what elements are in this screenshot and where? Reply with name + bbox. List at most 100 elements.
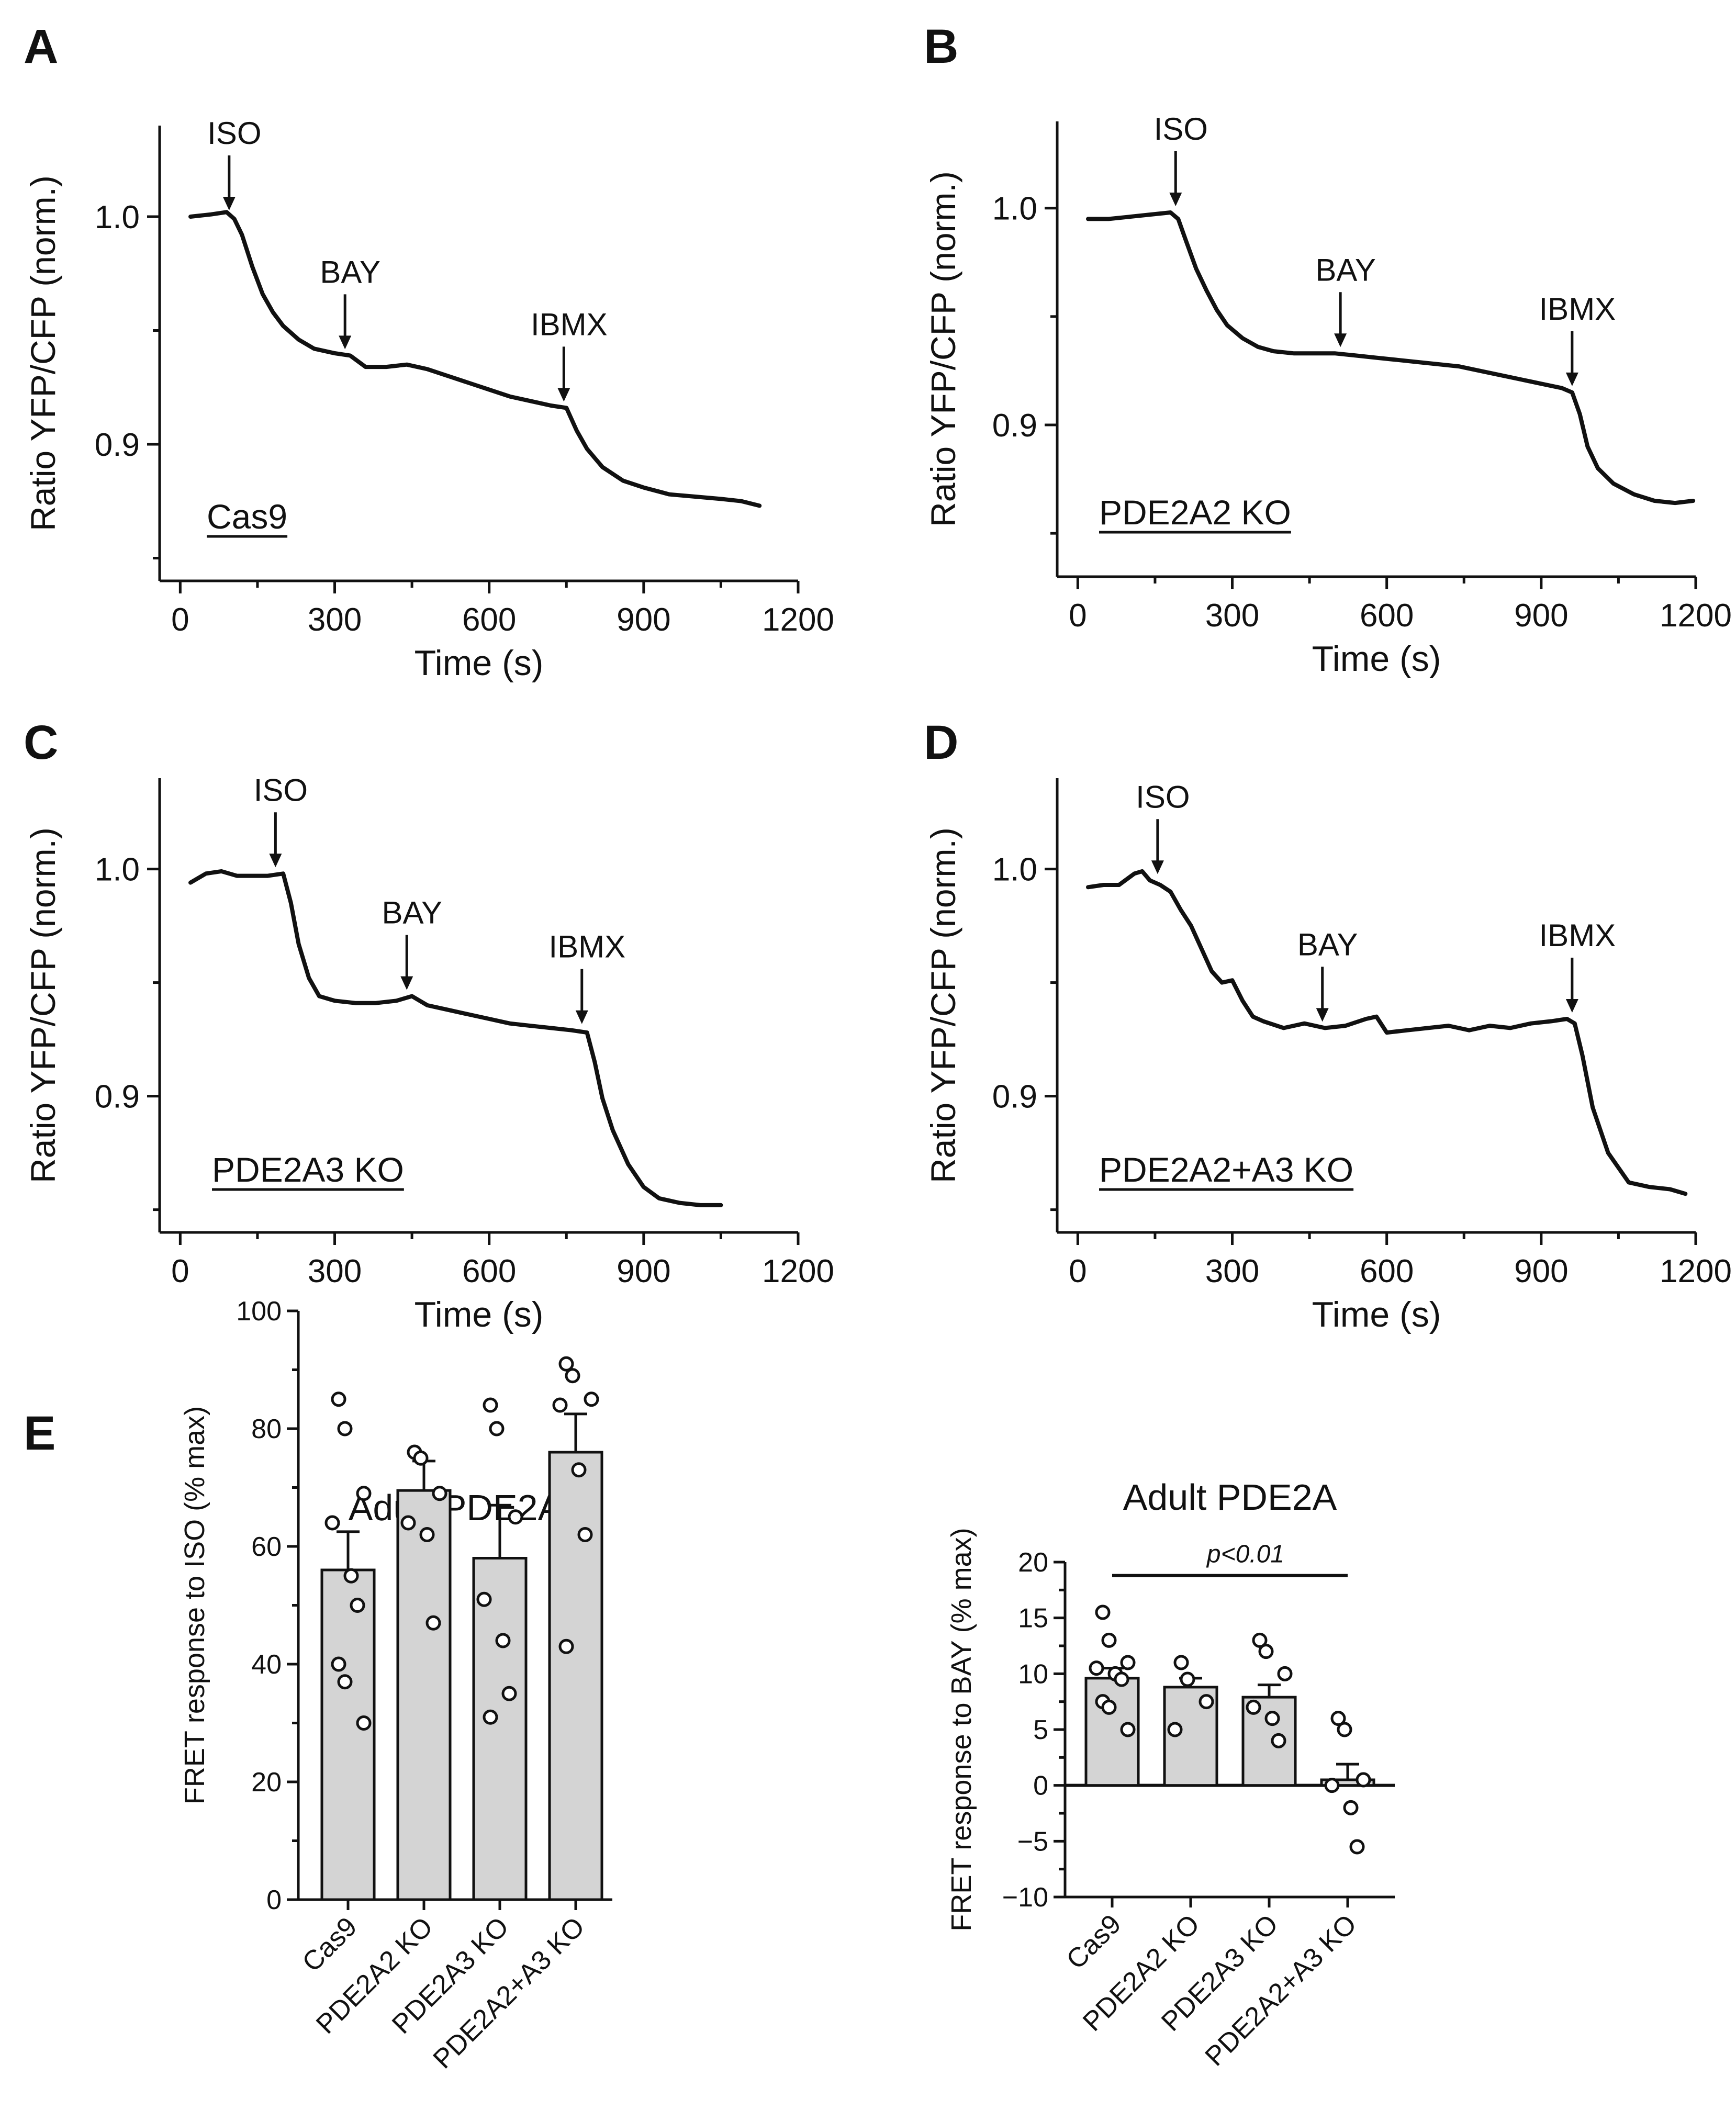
event-label: ISO [1136,779,1190,814]
event-label: BAY [1297,927,1358,962]
data-point [1246,1699,1261,1715]
trace-chart-b: 0 300 600 900 1200 0.9 1.0 Time (s) Ratio YFP/CF… [924,111,1732,679]
condition-label: PDE2A3 KO [212,1150,404,1189]
event-label: IBMX [1539,918,1616,953]
data-point [1120,1655,1136,1670]
x-tick-label: 900 [1514,1253,1568,1289]
data-point [432,1486,447,1501]
data-point [476,1591,492,1607]
x-tick-label: 600 [1360,1253,1414,1289]
event-label: ISO [207,116,261,151]
data-point [577,1527,593,1542]
data-point [1089,1660,1104,1676]
x-tick-label: 900 [617,602,670,638]
event-label: ISO [1154,111,1208,147]
data-point [356,1715,372,1731]
condition-label: PDE2A2 KO [1099,493,1291,532]
y-tick-label: 40 [251,1649,282,1680]
x-axis-label: Time (s) [1312,639,1441,679]
x-tick-label: 0 [171,602,189,638]
y-tick-label: 0.9 [95,1079,140,1115]
x-tick-label: 300 [1205,598,1259,634]
y-tick-label: 20 [1018,1547,1048,1578]
bar [548,1451,603,1901]
y-tick-label: −5 [1017,1826,1048,1857]
event-arrow-head [1565,999,1578,1013]
data-point [343,1568,359,1584]
event-arrow-head [269,854,282,868]
trace-chart-c: 0 300 600 900 1200 0.9 1.0 Time (s) Ratio YFP/CF… [24,772,834,1334]
chart-title: Adult PDE2A [349,1487,563,1528]
x-tick-label: 0 [171,1253,189,1289]
y-tick-label: 15 [1018,1603,1048,1634]
event-arrow-head [1565,372,1578,386]
data-point [508,1509,523,1525]
y-tick-label: −10 [1002,1882,1048,1913]
data-point [489,1421,505,1437]
event-arrow-head [222,197,236,210]
bar-chart-bay: Adult PDE2A −5 0 5 10 15 20 −10 FRET response to… [946,1477,1395,2072]
panel-label-b: B [924,20,958,73]
data-point [1258,1644,1274,1659]
x-tick-label: 0 [1069,1253,1087,1289]
data-point [1343,1800,1359,1815]
event-label: BAY [382,895,442,930]
data-point [1120,1722,1136,1737]
data-point [419,1527,435,1542]
event-label: ISO [254,772,308,807]
data-point [1337,1722,1352,1737]
y-axis-label: Ratio YFP/CFP (norm.) [24,827,62,1183]
x-tick-label: 300 [308,602,362,638]
trace-chart-d: 0 300 600 900 1200 0.9 1.0 Time (s) Ratio YFP/CF… [924,778,1732,1334]
event-label: IBMX [531,307,608,342]
y-tick-label: 60 [251,1532,282,1562]
data-point [565,1368,580,1384]
fret-trace [188,869,723,1207]
chart-title: Adult PDE2A [1123,1477,1337,1518]
event-arrow-head [339,335,352,350]
x-axis-label: Time (s) [415,643,544,683]
data-point [571,1462,587,1478]
event-arrow-head [1334,333,1347,347]
x-axis-label: Time (s) [415,1295,544,1334]
data-point [1173,1655,1189,1670]
data-point [1252,1632,1268,1648]
x-tick-label: 900 [617,1253,670,1289]
y-tick-label: 0 [266,1885,282,1915]
y-tick-label: 100 [236,1296,282,1327]
y-axis-label: Ratio YFP/CFP (norm.) [924,827,962,1183]
data-point [495,1633,511,1648]
data-point [501,1686,517,1701]
y-tick-label: 1.0 [95,852,140,888]
y-axis-label: Ratio YFP/CFP (norm.) [924,171,962,527]
event-label: IBMX [548,929,625,964]
data-point [1199,1694,1214,1710]
data-point [558,1639,574,1654]
bar-chart-iso: Adult PDE2A 0 20 40 60 80 100 FRET response to … [179,1296,612,2074]
x-tick-label: 1200 [1660,1253,1732,1289]
y-tick-label: 0.9 [992,1079,1037,1115]
y-tick-label: 1.0 [992,852,1037,888]
y-tick-label: 0 [1033,1771,1048,1801]
x-tick-label: 600 [462,602,516,638]
event-label: BAY [1315,252,1376,287]
bar [472,1557,528,1901]
data-point [483,1397,498,1413]
data-point [324,1515,340,1531]
category-label: Cas9 [1061,1909,1127,1975]
trace-chart-a: 0 300 600 900 1200 0.9 1.0 Time (s) Ratio YFP/CF… [24,116,834,683]
y-tick-label: 10 [1018,1659,1048,1689]
event-arrow-head [1169,193,1182,206]
data-point [356,1486,372,1501]
significance-label: p<0.01 [1206,1541,1284,1568]
data-point [1330,1711,1346,1726]
data-point [1349,1839,1365,1855]
data-point [584,1391,599,1407]
x-tick-label: 600 [1360,598,1414,634]
data-point [1101,1632,1117,1648]
category-label: Cas9 [297,1911,363,1978]
x-tick-label: 1200 [762,602,834,638]
fret-trace [1086,210,1696,506]
event-arrow-head [557,388,570,402]
x-tick-label: 1200 [762,1253,834,1289]
